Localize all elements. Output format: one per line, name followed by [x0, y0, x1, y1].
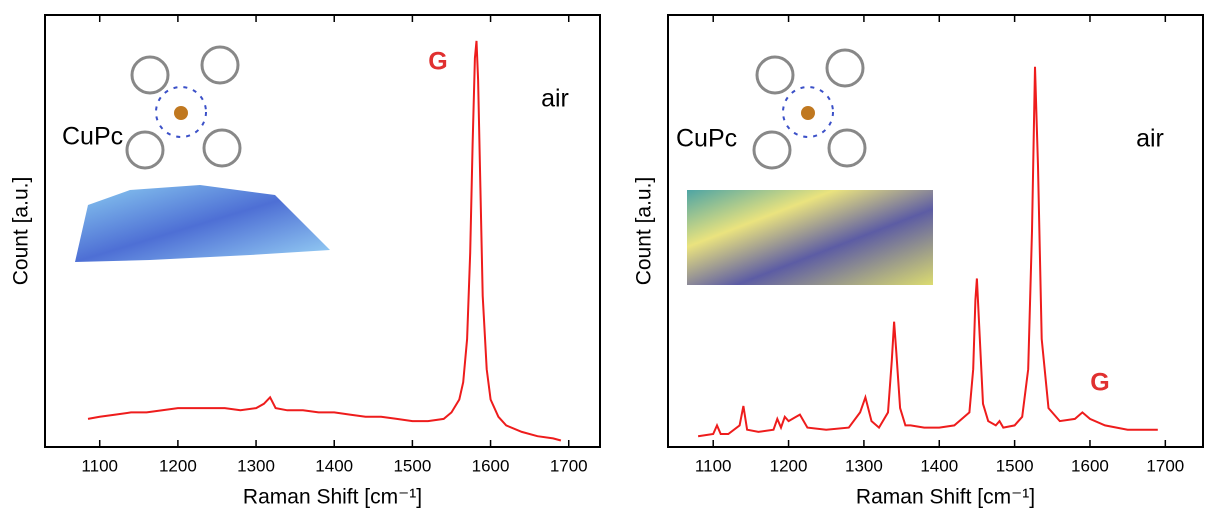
annotation: CuPc: [62, 123, 123, 151]
x-tick-label: 1300: [845, 456, 883, 475]
annotation: CuPc: [676, 125, 737, 153]
y-axis-label: Count [a.u.]: [633, 177, 656, 286]
x-tick-label: 1100: [695, 456, 732, 475]
plot-frame: [667, 14, 1204, 448]
x-tick-label: 1400: [315, 456, 353, 475]
molecule-inset: [752, 48, 867, 170]
graphene-inset: [75, 185, 330, 262]
annotation: air: [1136, 125, 1164, 153]
graphene-inset: [687, 190, 933, 285]
x-tick-label: 1200: [159, 456, 197, 475]
x-tick-label: 1700: [550, 456, 588, 475]
x-tick-label: 1300: [237, 456, 275, 475]
annotation: G: [1090, 369, 1109, 397]
x-tick-label: 1400: [920, 456, 958, 475]
x-tick-label: 1700: [1146, 456, 1184, 475]
x-axis-label: Raman Shift [cm⁻¹]: [243, 486, 422, 508]
x-tick-label: 1500: [393, 456, 431, 475]
x-axis-label: Raman Shift [cm⁻¹]: [856, 486, 1035, 508]
x-tick-label: 1100: [81, 456, 118, 475]
x-tick-label: 1200: [770, 456, 808, 475]
x-tick-label: 1600: [472, 456, 510, 475]
plot-frame: [44, 14, 601, 448]
y-axis-label: Count [a.u.]: [10, 177, 33, 286]
annotation: air: [541, 85, 569, 113]
spectrum-line: [697, 66, 1158, 438]
spectrum-line: [87, 40, 562, 442]
x-tick-label: 1600: [1071, 456, 1109, 475]
annotation: G: [428, 48, 447, 76]
x-tick-label: 1500: [996, 456, 1034, 475]
molecule-inset: [125, 45, 242, 170]
